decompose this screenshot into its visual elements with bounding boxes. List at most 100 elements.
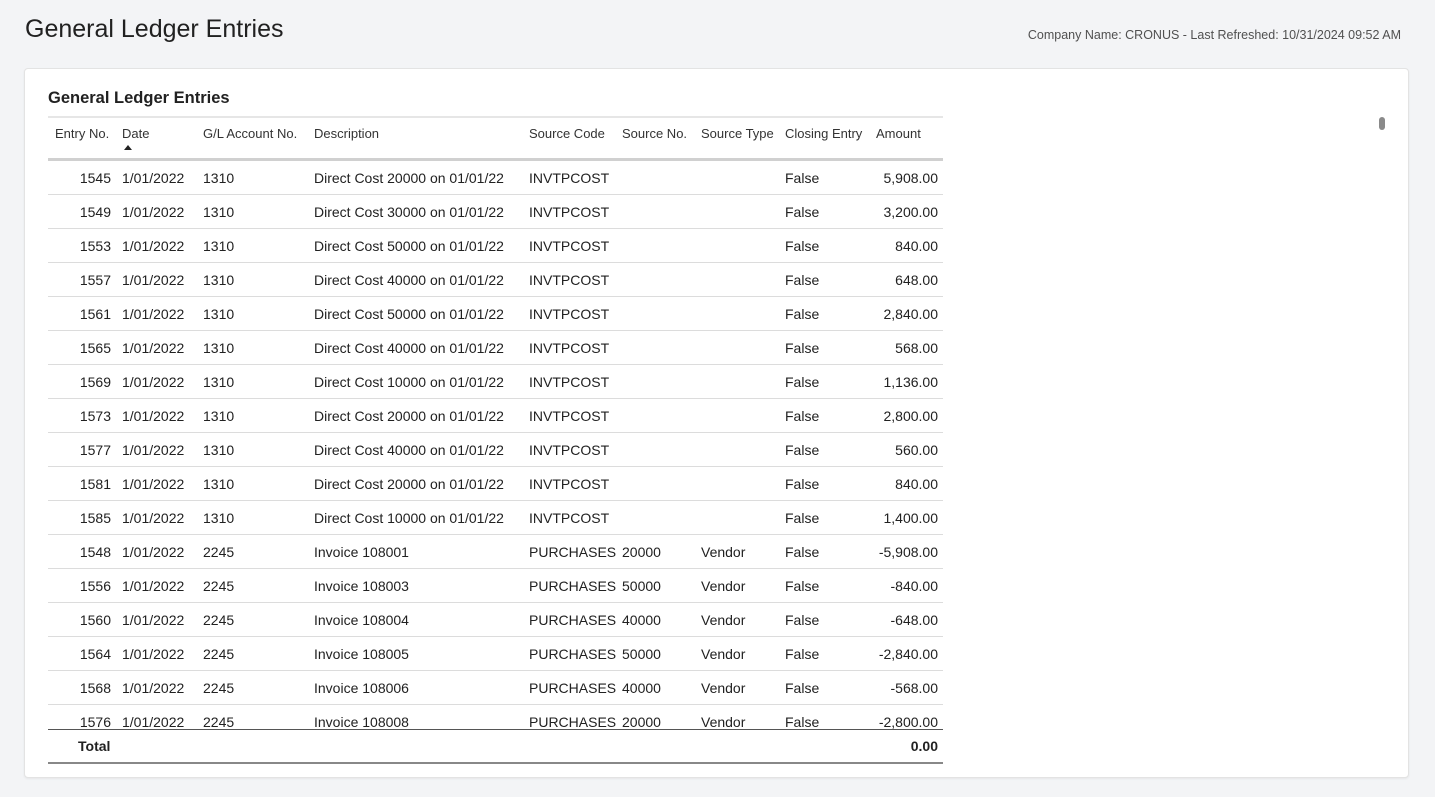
cell-amount: -2,840.00: [878, 646, 938, 662]
cell-entry-no: 1568: [79, 680, 111, 696]
table-row[interactable]: 1576 1/01/2022 2245 Invoice 108008 PURCHASES…: [48, 705, 943, 729]
page-title: General Ledger Entries: [25, 15, 284, 43]
cell-description: Direct Cost 30000 on 01/01/22: [314, 204, 504, 220]
cell-closing-entry: False: [785, 510, 820, 526]
table-row[interactable]: 1573 1/01/2022 1310 Direct Cost 20000 on 01…: [48, 399, 943, 433]
cell-description: Direct Cost 50000 on 01/01/22: [314, 238, 504, 254]
cell-source-type: Vendor: [701, 578, 746, 594]
table-row[interactable]: 1553 1/01/2022 1310 Direct Cost 50000 on 01…: [48, 229, 943, 263]
table-row[interactable]: 1564 1/01/2022 2245 Invoice 108005 PURCHASES…: [48, 637, 943, 671]
cell-closing-entry: False: [785, 204, 820, 220]
cell-source-code: INVTPCOST: [529, 306, 610, 322]
cell-entry-no: 1581: [79, 476, 111, 492]
column-header-entry-no[interactable]: Entry No.: [55, 126, 109, 141]
table-row[interactable]: 1557 1/01/2022 1310 Direct Cost 40000 on 01…: [48, 263, 943, 297]
cell-closing-entry: False: [785, 340, 820, 356]
total-amount: 0.00: [910, 738, 938, 754]
table-row[interactable]: 1556 1/01/2022 2245 Invoice 108003 PURCHASES…: [48, 569, 943, 603]
sort-ascending-icon: [124, 145, 132, 150]
cell-date: 1/01/2022: [122, 408, 185, 424]
cell-gl-account-no: 1310: [203, 476, 235, 492]
cell-description: Direct Cost 20000 on 01/01/22: [314, 408, 504, 424]
cell-source-type: Vendor: [701, 714, 746, 729]
cell-source-code: PURCHASES: [529, 544, 617, 560]
cell-date: 1/01/2022: [122, 340, 185, 356]
cell-source-no: 40000: [622, 612, 661, 628]
cell-date: 1/01/2022: [122, 306, 185, 322]
cell-closing-entry: False: [785, 544, 820, 560]
cell-date: 1/01/2022: [122, 272, 185, 288]
cell-entry-no: 1549: [79, 204, 111, 220]
cell-date: 1/01/2022: [122, 204, 185, 220]
column-header-label: G/L Account No.: [203, 126, 298, 141]
column-header-label: Source No.: [622, 126, 688, 141]
column-header-label: Date: [122, 126, 150, 141]
cell-entry-no: 1545: [79, 170, 111, 186]
cell-entry-no: 1556: [79, 578, 111, 594]
column-header-source-no[interactable]: Source No.: [622, 126, 687, 141]
cell-source-code: PURCHASES: [529, 578, 617, 594]
column-header-label: Entry No.: [55, 126, 110, 141]
column-header-gl-account-no[interactable]: G/L Account No.: [203, 126, 297, 141]
cell-description: Invoice 108003: [314, 578, 409, 594]
cell-amount: -2,800.00: [878, 714, 938, 729]
cell-source-code: INVTPCOST: [529, 272, 610, 288]
cell-source-code: INVTPCOST: [529, 238, 610, 254]
cell-closing-entry: False: [785, 680, 820, 696]
column-header-label: Amount: [876, 126, 921, 141]
cell-entry-no: 1557: [79, 272, 111, 288]
table-row[interactable]: 1569 1/01/2022 1310 Direct Cost 10000 on 01…: [48, 365, 943, 399]
column-header-source-code[interactable]: Source Code: [529, 126, 605, 141]
cell-entry-no: 1576: [79, 714, 111, 729]
cell-date: 1/01/2022: [122, 612, 185, 628]
table-row[interactable]: 1577 1/01/2022 1310 Direct Cost 40000 on 01…: [48, 433, 943, 467]
cell-description: Direct Cost 50000 on 01/01/22: [314, 306, 504, 322]
table-row[interactable]: 1549 1/01/2022 1310 Direct Cost 30000 on 01…: [48, 195, 943, 229]
cell-gl-account-no: 1310: [203, 204, 235, 220]
cell-gl-account-no: 1310: [203, 272, 235, 288]
cell-source-code: PURCHASES: [529, 612, 617, 628]
scrollbar-thumb[interactable]: [1379, 117, 1385, 130]
cell-source-no: 50000: [622, 646, 661, 662]
column-header-source-type[interactable]: Source Type: [701, 126, 774, 141]
table-row[interactable]: 1548 1/01/2022 2245 Invoice 108001 PURCHASES…: [48, 535, 943, 569]
cell-entry-no: 1565: [79, 340, 111, 356]
cell-closing-entry: False: [785, 374, 820, 390]
cell-amount: 5,908.00: [883, 170, 939, 186]
column-header-description[interactable]: Description: [314, 126, 379, 141]
cell-description: Invoice 108006: [314, 680, 409, 696]
cell-closing-entry: False: [785, 714, 820, 729]
table-body[interactable]: 1545 1/01/2022 1310 Direct Cost 20000 on 01…: [48, 161, 943, 729]
table-row[interactable]: 1568 1/01/2022 2245 Invoice 108006 PURCHASES…: [48, 671, 943, 705]
cell-gl-account-no: 1310: [203, 408, 235, 424]
cell-source-type: Vendor: [701, 544, 746, 560]
cell-entry-no: 1577: [79, 442, 111, 458]
cell-date: 1/01/2022: [122, 442, 185, 458]
cell-gl-account-no: 2245: [203, 578, 235, 594]
column-header-date[interactable]: Date: [122, 126, 150, 150]
table-row[interactable]: 1560 1/01/2022 2245 Invoice 108004 PURCHASES…: [48, 603, 943, 637]
cell-gl-account-no: 1310: [203, 238, 235, 254]
table-row[interactable]: 1561 1/01/2022 1310 Direct Cost 50000 on 01…: [48, 297, 943, 331]
cell-amount: 2,800.00: [883, 408, 939, 424]
cell-date: 1/01/2022: [122, 476, 185, 492]
table-row[interactable]: 1545 1/01/2022 1310 Direct Cost 20000 on 01…: [48, 161, 943, 195]
cell-amount: 568.00: [895, 340, 938, 356]
column-header-closing-entry[interactable]: Closing Entry: [785, 126, 862, 141]
cell-closing-entry: False: [785, 272, 820, 288]
cell-description: Direct Cost 40000 on 01/01/22: [314, 272, 504, 288]
cell-date: 1/01/2022: [122, 510, 185, 526]
refresh-info: Company Name: CRONUS - Last Refreshed: 1…: [1027, 28, 1401, 42]
cell-source-code: INVTPCOST: [529, 340, 610, 356]
cell-entry-no: 1548: [79, 544, 111, 560]
cell-closing-entry: False: [785, 238, 820, 254]
cell-date: 1/01/2022: [122, 544, 185, 560]
column-header-amount[interactable]: Amount: [876, 126, 921, 141]
cell-entry-no: 1564: [79, 646, 111, 662]
table-row[interactable]: 1581 1/01/2022 1310 Direct Cost 20000 on 01…: [48, 467, 943, 501]
table-row[interactable]: 1565 1/01/2022 1310 Direct Cost 40000 on 01…: [48, 331, 943, 365]
table-row[interactable]: 1585 1/01/2022 1310 Direct Cost 10000 on 01…: [48, 501, 943, 535]
cell-amount: 840.00: [895, 476, 938, 492]
cell-date: 1/01/2022: [122, 374, 185, 390]
cell-source-type: Vendor: [701, 612, 746, 628]
